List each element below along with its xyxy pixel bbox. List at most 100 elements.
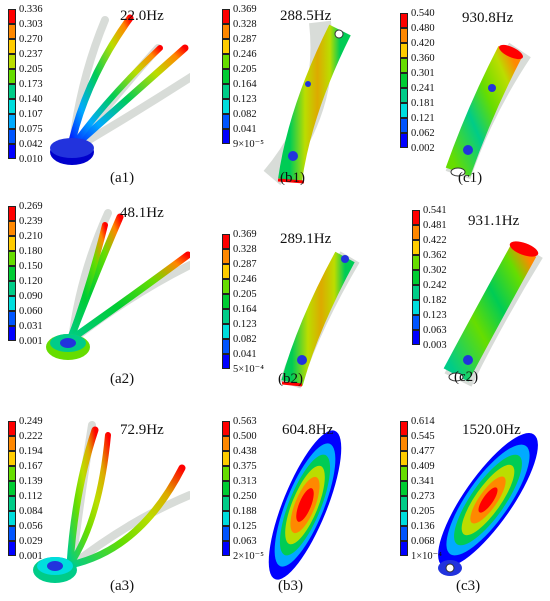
legend-value: 0.420 <box>411 38 435 49</box>
legend-value: 0.182 <box>423 295 447 306</box>
legend-value: 0.090 <box>19 291 43 302</box>
legend-value: 0.002 <box>411 143 435 154</box>
legend-swatch <box>412 285 420 300</box>
legend-value: 0.042 <box>19 139 43 150</box>
legend-swatch <box>8 236 16 251</box>
legend-value: 0.341 <box>411 476 435 487</box>
legend-value: 0.082 <box>233 109 257 120</box>
legend-value: 0.422 <box>423 235 447 246</box>
legend-value: 0.121 <box>411 113 435 124</box>
legend-swatch <box>8 511 16 526</box>
legend-value: 0.500 <box>233 431 257 442</box>
legend-value: 0.287 <box>233 259 257 270</box>
legend-swatch <box>8 311 16 326</box>
panel-a2: 0.269 0.239 0.210 0.180 0.150 0.120 0.090 0.060… <box>0 195 190 395</box>
legend-value: 0.369 <box>233 229 257 240</box>
legend-swatch <box>222 249 230 264</box>
legend-swatch <box>8 281 16 296</box>
legend-value: 0.205 <box>19 64 43 75</box>
legend-value: 0.063 <box>423 325 447 336</box>
legend-value: 0.241 <box>411 83 435 94</box>
frequency-label: 22.0Hz <box>120 8 164 24</box>
legend-value: 0.140 <box>19 94 43 105</box>
legend-swatch <box>222 264 230 279</box>
legend-swatch <box>8 296 16 311</box>
legend-value: 0.107 <box>19 109 43 120</box>
legend-swatch <box>8 114 16 129</box>
legend-value: 0.303 <box>19 19 43 30</box>
legend-value: 0.041 <box>233 124 257 135</box>
legend-value: 0.001 <box>19 336 43 347</box>
frequency-label: 604.8Hz <box>282 422 334 438</box>
legend-value: 0.249 <box>19 416 43 427</box>
legend-value: 0.041 <box>233 349 257 360</box>
legend-swatch <box>222 436 230 451</box>
legend-value: 0.181 <box>411 98 435 109</box>
legend-swatch <box>8 99 16 114</box>
legend-value: 9×10⁻⁵ <box>233 139 264 150</box>
legend-value: 0.205 <box>233 289 257 300</box>
legend-value: 0.062 <box>411 128 435 139</box>
legend-swatch <box>8 451 16 466</box>
subfigure-label: (b1) <box>280 170 305 186</box>
legend-swatch <box>400 43 408 58</box>
legend-value: 0.222 <box>19 431 43 442</box>
legend-swatch <box>412 315 420 330</box>
legend-value: 0.328 <box>233 19 257 30</box>
frequency-label: 289.1Hz <box>280 231 332 247</box>
subfigure-label: (c3) <box>456 578 481 594</box>
mode-shape-b1 <box>263 20 351 186</box>
legend-value: 0.164 <box>233 79 257 90</box>
legend-swatch <box>400 421 408 436</box>
legend-swatch <box>222 24 230 39</box>
legend-value: 0.242 <box>423 280 447 291</box>
legend-value: 0.194 <box>19 446 43 457</box>
frequency-label: 288.5Hz <box>280 8 332 24</box>
subfigure-label: (b3) <box>278 578 303 594</box>
legend-swatch <box>400 451 408 466</box>
legend-value: 0.082 <box>233 334 257 345</box>
legend-swatch <box>222 481 230 496</box>
legend-swatch <box>222 466 230 481</box>
legend-value: 0.029 <box>19 536 43 547</box>
legend-swatch <box>8 54 16 69</box>
legend-value: 0.270 <box>19 34 43 45</box>
legend-c2: 0.541 0.481 0.422 0.362 0.302 0.242 0.182 0.123… <box>412 205 472 357</box>
legend-swatch <box>412 210 420 225</box>
legend-swatch <box>222 279 230 294</box>
legend-value: 0.563 <box>233 416 257 427</box>
legend-swatch <box>8 144 16 159</box>
legend-value: 0.369 <box>233 4 257 15</box>
legend-value: 5×10⁻⁴ <box>233 364 264 375</box>
legend-value: 0.075 <box>19 124 43 135</box>
legend-swatch <box>400 436 408 451</box>
legend-value: 0.269 <box>19 201 43 212</box>
legend-swatch <box>400 133 408 148</box>
legend-swatch <box>222 511 230 526</box>
subfigure-label: (c1) <box>458 170 483 186</box>
panel-c2: 0.541 0.481 0.422 0.362 0.302 0.242 0.182 0.123… <box>370 195 550 395</box>
legend-value: 0.123 <box>233 94 257 105</box>
legend-value: 0.150 <box>19 261 43 272</box>
legend-swatch <box>400 28 408 43</box>
mode-shape-b3 <box>268 430 342 580</box>
legend-value: 0.273 <box>411 491 435 502</box>
legend-swatch <box>222 84 230 99</box>
legend-value: 0.237 <box>19 49 43 60</box>
legend-swatch <box>8 526 16 541</box>
panel-c1: 0.540 0.480 0.420 0.360 0.301 0.241 0.181 0.121… <box>370 0 550 195</box>
legend-value: 0.060 <box>19 306 43 317</box>
legend-swatch <box>412 255 420 270</box>
legend-swatch <box>8 206 16 221</box>
legend-value: 2×10⁻⁵ <box>233 551 264 562</box>
subfigure-label: (b2) <box>278 371 303 387</box>
legend-c3: 0.614 0.545 0.477 0.409 0.341 0.273 0.205 0.136… <box>400 416 460 568</box>
legend-value: 0.336 <box>19 4 43 15</box>
legend-b1: 0.369 0.328 0.287 0.246 0.205 0.164 0.123 0.082… <box>222 4 282 156</box>
legend-swatch <box>222 541 230 556</box>
legend-value: 0.250 <box>233 491 257 502</box>
legend-swatch <box>400 511 408 526</box>
legend-value: 0.614 <box>411 416 435 427</box>
legend-swatch <box>8 39 16 54</box>
legend-value: 0.125 <box>233 521 257 532</box>
